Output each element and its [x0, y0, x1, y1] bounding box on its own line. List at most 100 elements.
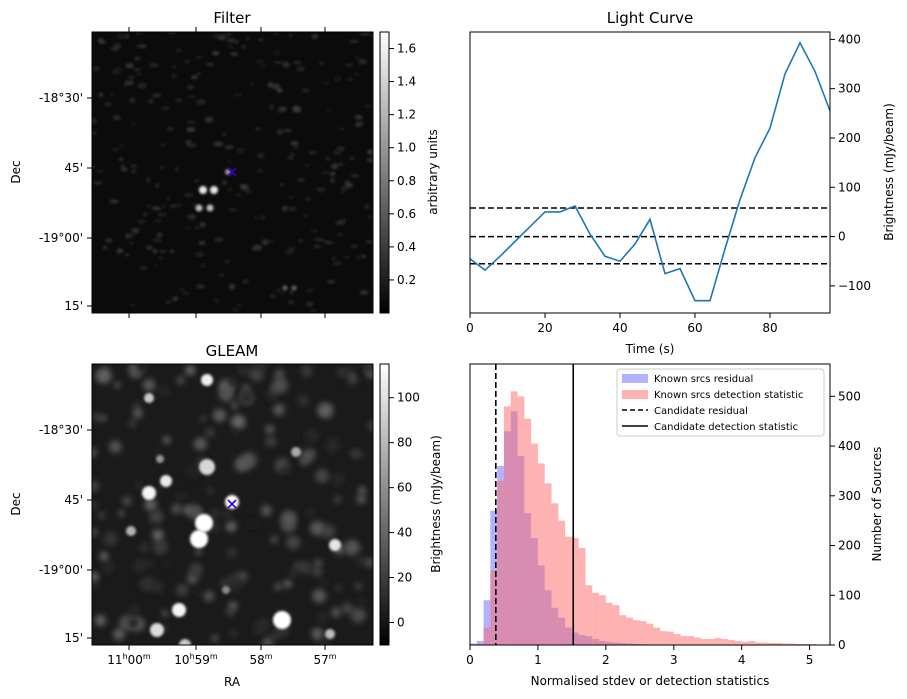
gleam-noise-blob: [146, 559, 154, 567]
legend-label: Known srcs residual: [654, 374, 753, 385]
gleam-source: [126, 526, 136, 536]
filter-noise-blob: [124, 233, 135, 237]
filter-noise-blob: [282, 61, 290, 68]
y-tick-label: 500: [838, 389, 861, 403]
filter-noise-blob: [336, 162, 345, 167]
filter-noise-blob: [129, 97, 136, 104]
gleam-noise-blob: [162, 436, 171, 444]
gleam-noise-blob: [231, 428, 240, 436]
filter-source: [282, 285, 288, 291]
hist-bar-detection: [734, 641, 742, 645]
y-tick-label: 400: [838, 439, 861, 453]
filter-noise-blob: [348, 40, 359, 43]
filter-noise-blob: [206, 116, 214, 123]
light-curve-panel: Light Curve 0 20 40 60 80 −100 0 100 200 300 400 T…: [466, 9, 896, 356]
light-curve-title: Light Curve: [607, 9, 693, 27]
gleam-noise-blob: [209, 507, 221, 520]
hist-bar-detection: [700, 639, 708, 645]
filter-noise-blob: [162, 204, 167, 208]
filter-noise-blob: [223, 32, 232, 37]
gleam-noise-blob: [234, 456, 250, 472]
filter-noise-blob: [152, 248, 158, 254]
colorbar-tick-label: 80: [397, 436, 412, 450]
gleam-noise-blob: [114, 381, 121, 389]
filter-noise-blob: [130, 123, 137, 126]
filter-ra-ticks: [128, 27, 326, 318]
colorbar-tick-label: 20: [397, 571, 412, 585]
filter-noise-blob: [309, 308, 317, 313]
gleam-noise-blob: [301, 440, 311, 450]
filter-noise-blob: [131, 227, 140, 234]
ra-tick-label: 10h59m: [174, 652, 218, 667]
gleam-noise-blob: [265, 435, 277, 447]
gleam-source: [225, 495, 239, 509]
gleam-noise-blob: [92, 447, 98, 458]
colorbar-tick-label: 0.4: [397, 240, 416, 254]
hist-bar-detection: [673, 634, 681, 645]
filter-noise-blob: [333, 75, 343, 82]
filter-noise-blob: [151, 93, 162, 98]
gleam-source: [190, 530, 208, 548]
hist-bar-detection: [646, 623, 654, 645]
filter-noise-blob: [185, 139, 192, 146]
hist-bar-detection: [666, 631, 674, 645]
filter-noise-blob: [244, 37, 251, 41]
gleam-noise-blob: [273, 403, 285, 416]
x-tick-label: 40: [612, 321, 627, 335]
filter-noise-blob: [175, 203, 183, 207]
filter-source: [199, 186, 207, 194]
gleam-noise-blob: [331, 472, 345, 486]
gleam-noise-blob: [317, 612, 329, 623]
filter-noise-blob: [169, 249, 175, 254]
filter-noise-blob: [332, 261, 342, 266]
gleam-source: [156, 455, 164, 463]
gleam-noise-blob: [135, 364, 150, 372]
filter-noise-blob: [182, 226, 193, 229]
filter-noise-blob: [139, 265, 148, 271]
gleam-noise-blob: [94, 614, 106, 627]
gleam-ylabel: Dec: [9, 492, 23, 515]
hist-bar-detection: [789, 643, 797, 645]
filter-noise-blob: [140, 45, 146, 48]
hist-bar-detection: [578, 548, 586, 645]
x-tick-label: 5: [806, 653, 814, 667]
gleam-noise-blob: [356, 555, 367, 566]
colorbar-tick-label: 1.6: [397, 42, 416, 56]
filter-noise-blob: [292, 105, 300, 112]
y-tick-label: 100: [838, 588, 861, 602]
ra-tick-label: 57m: [313, 652, 336, 667]
gleam-noise-blob: [200, 414, 207, 422]
filter-noise-blob: [259, 215, 266, 220]
filter-noise-blob: [165, 299, 171, 304]
histogram-ylabel: Number of Sources: [870, 447, 884, 562]
hist-bar-detection: [660, 631, 667, 645]
gleam-noise-blob: [176, 583, 188, 596]
filter-noise-blob: [159, 165, 165, 170]
hist-bar-detection: [551, 503, 559, 645]
gleam-noise-blob: [365, 558, 373, 568]
hist-bar-detection: [755, 642, 763, 645]
light-curve-plot: 0 20 40 60 80 −100 0 100 200 300 400: [466, 32, 871, 335]
filter-noise-blob: [92, 66, 100, 72]
x-tick-label: 60: [687, 321, 702, 335]
filter-noise-blob: [214, 237, 224, 243]
gleam-noise-blob: [253, 364, 268, 372]
filter-noise-blob: [359, 32, 367, 36]
legend-label: Candidate residual: [654, 406, 748, 417]
hist-bar-detection: [599, 595, 606, 645]
y-tick-label: 0: [838, 230, 846, 244]
hist-bar-residual: [470, 643, 477, 645]
filter-noise-blob: [152, 237, 163, 243]
gleam-noise-blob: [180, 493, 187, 500]
hist-bar-detection: [680, 636, 688, 645]
filter-noise-blob: [187, 95, 197, 98]
hist-bar-detection: [497, 480, 504, 645]
filter-noise-blob: [254, 216, 260, 219]
filter-noise-blob: [256, 168, 264, 174]
hist-bar-detection: [694, 637, 701, 645]
gleam-noise-blob: [101, 560, 115, 574]
filter-noise-blob: [336, 232, 344, 237]
filter-noise-blob: [213, 298, 221, 303]
gleam-noise-blob: [162, 560, 170, 568]
filter-noise-blob: [331, 163, 339, 170]
